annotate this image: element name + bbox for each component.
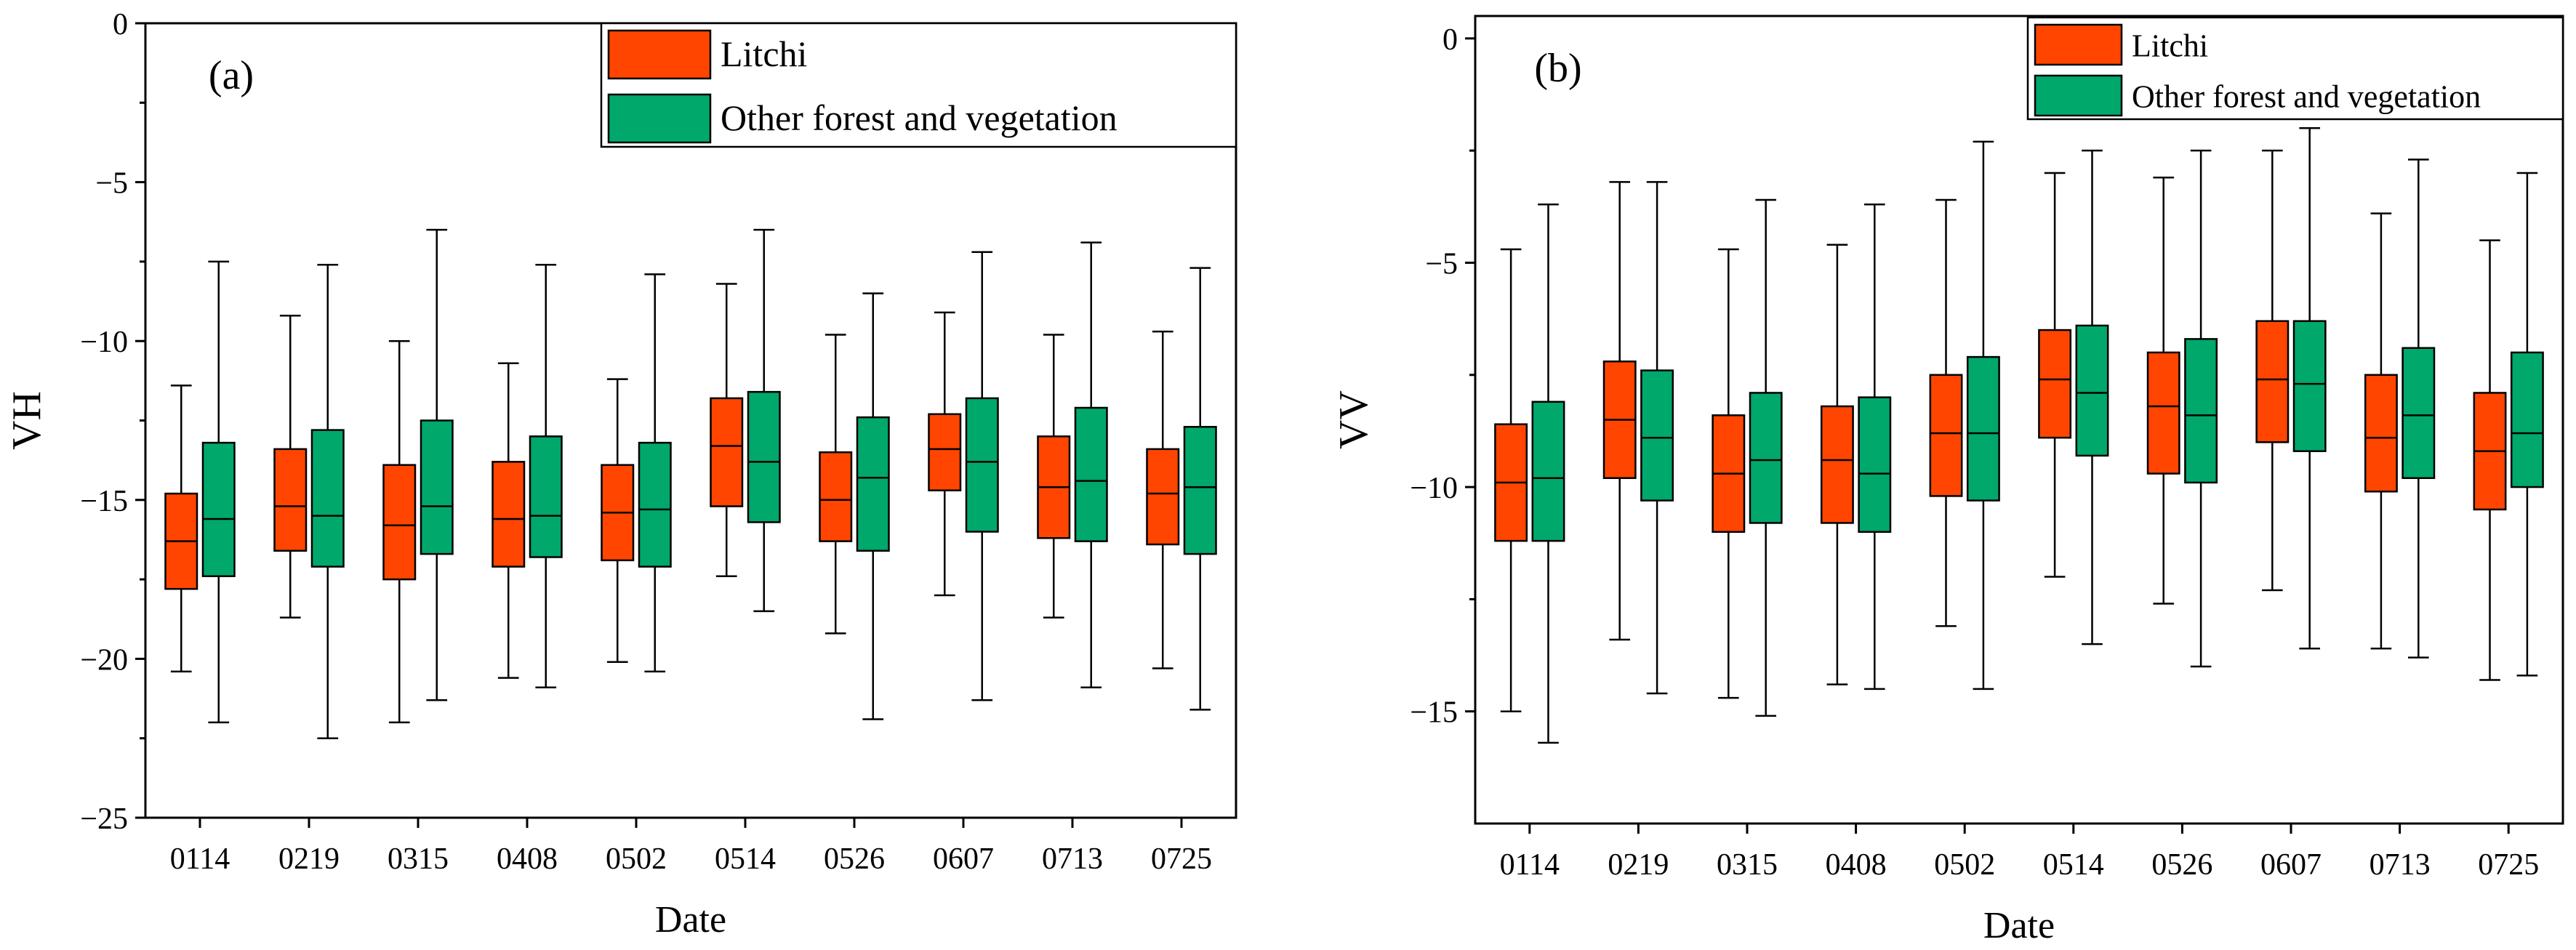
legend-swatch-other-vegetation: [2034, 74, 2123, 117]
y-tick-label: −10: [80, 326, 128, 359]
x-tick-label: 0114: [1500, 848, 1560, 882]
other-vegetation-box: [1640, 369, 1674, 502]
other-vegetation-box: [2292, 320, 2327, 452]
x-axis-title: Date: [655, 899, 726, 941]
legend-swatch-litchi: [607, 29, 712, 80]
x-tick-label: 0514: [2043, 848, 2104, 882]
legend-swatch-other-vegetation: [607, 93, 712, 144]
litchi-box: [273, 448, 308, 552]
x-tick-label: 0114: [170, 842, 230, 876]
litchi-box: [1929, 374, 1963, 497]
x-tick-label: 0408: [497, 842, 558, 876]
x-tick-label: 0408: [1826, 848, 1887, 882]
x-tick-label: 0526: [824, 842, 885, 876]
panel-label: (a): [209, 53, 254, 98]
litchi-box: [1820, 405, 1854, 524]
x-tick-label: 0607: [933, 842, 994, 876]
litchi-box: [819, 451, 853, 542]
plot-frame: [1474, 15, 2564, 825]
y-axis-title: VV: [1331, 390, 1376, 449]
y-tick-label: 0: [1443, 23, 1458, 57]
other-vegetation-box: [529, 435, 563, 558]
x-tick-label: 0219: [1608, 848, 1669, 882]
y-tick-label: −5: [95, 167, 128, 201]
x-tick-label: 0502: [1934, 848, 1995, 882]
other-vegetation-box: [310, 429, 345, 568]
x-tick-label: 0713: [2370, 848, 2431, 882]
litchi-box: [2146, 351, 2180, 475]
litchi-box: [710, 397, 744, 507]
legend-label: Other forest and vegetation: [721, 97, 1118, 138]
x-tick-label: 0526: [2151, 848, 2212, 882]
legend-label: Other forest and vegetation: [2132, 79, 2481, 115]
x-tick-label: 0725: [2478, 848, 2539, 882]
litchi-box: [382, 464, 417, 581]
litchi-box: [928, 413, 962, 491]
other-vegetation-box: [965, 397, 999, 533]
other-vegetation-box: [747, 390, 781, 523]
y-tick-label: −15: [80, 485, 128, 518]
other-vegetation-box: [201, 441, 236, 577]
y-tick-label: −20: [80, 643, 128, 677]
other-vegetation-box: [420, 419, 454, 555]
y-tick-label: 0: [113, 8, 128, 41]
other-vegetation-box: [1858, 396, 1892, 534]
litchi-box: [2364, 374, 2398, 493]
y-tick-label: −25: [80, 802, 128, 836]
panel-label: (b): [1534, 46, 1581, 91]
chart-panel-a: 0 −5 −10 −15 −20 −25 0114 0219 0315 0408 0502 0514 0…: [4, 8, 1237, 941]
other-vegetation-box: [2402, 347, 2436, 479]
x-tick-label: 0315: [1717, 848, 1778, 882]
other-vegetation-box: [1074, 406, 1108, 542]
chart-panel-b: 0 −5 −10 −15 0114 0219 0315 0408 0502 0514 0526 060…: [1331, 15, 2564, 946]
other-vegetation-box: [2184, 338, 2218, 484]
litchi-box: [1146, 448, 1180, 546]
other-vegetation-box: [1966, 355, 2000, 502]
litchi-box: [2038, 329, 2072, 439]
x-tick-label: 0514: [715, 842, 776, 876]
other-vegetation-box: [2510, 351, 2544, 488]
other-vegetation-box: [1183, 425, 1217, 555]
x-tick-label: 0502: [606, 842, 667, 876]
x-tick-label: 0315: [388, 842, 449, 876]
x-tick-label: 0219: [278, 842, 340, 876]
litchi-box: [2255, 320, 2290, 443]
other-vegetation-box: [1749, 392, 1783, 524]
y-tick-label: −15: [1410, 696, 1458, 730]
litchi-box: [491, 461, 526, 568]
other-vegetation-box: [856, 416, 890, 552]
legend-swatch-litchi: [2034, 23, 2123, 66]
other-vegetation-box: [2075, 324, 2109, 457]
x-axis-title: Date: [1983, 905, 2055, 946]
y-tick-label: −5: [1425, 247, 1458, 281]
y-axis-title: VH: [4, 391, 49, 450]
legend-label: Litchi: [2132, 28, 2208, 64]
x-tick-label: 0713: [1042, 842, 1103, 876]
other-vegetation-box: [638, 441, 672, 568]
y-tick-label: −10: [1410, 472, 1458, 505]
legend-label: Litchi: [721, 33, 807, 74]
other-vegetation-box: [1531, 400, 1565, 542]
x-tick-label: 0607: [2260, 848, 2322, 882]
x-tick-label: 0725: [1151, 842, 1212, 876]
